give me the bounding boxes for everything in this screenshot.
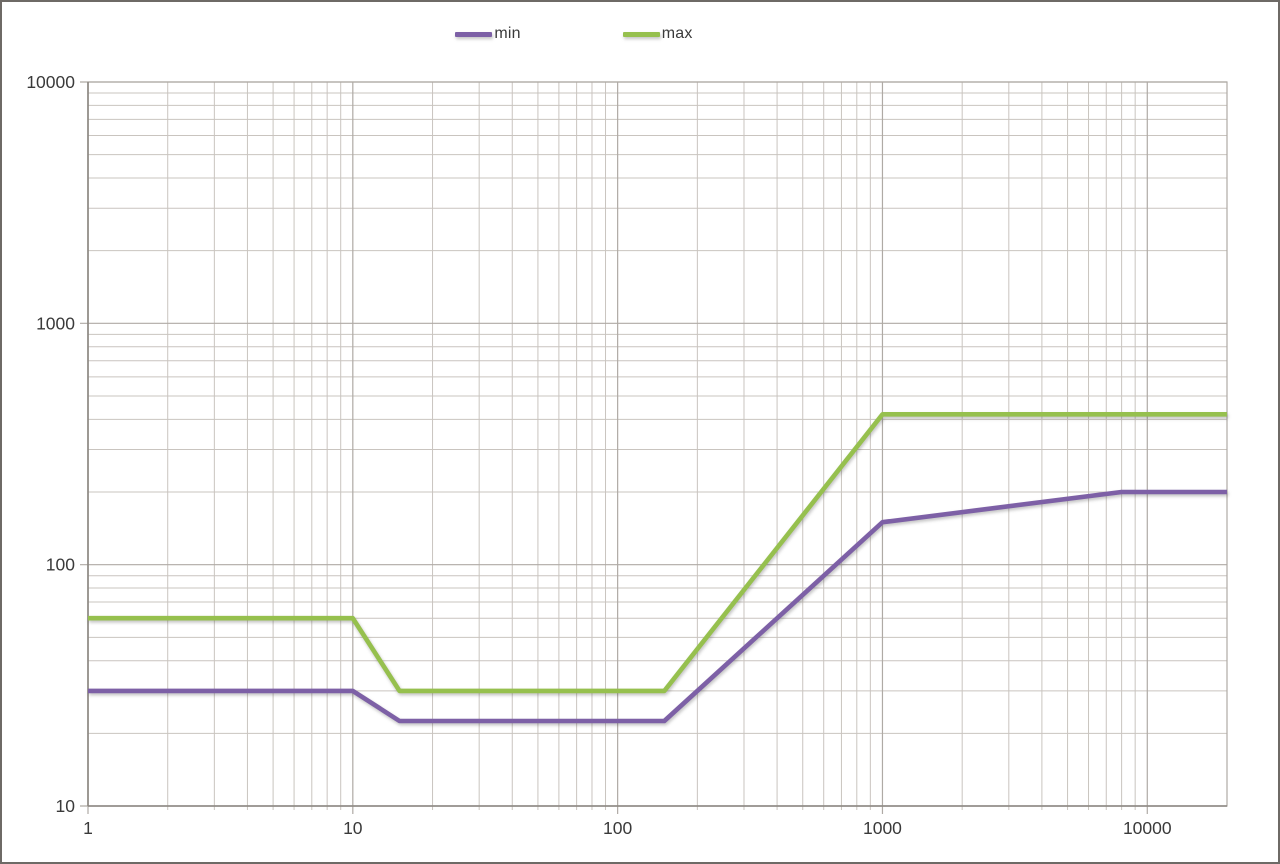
x-axis-tick-label: 1000 bbox=[863, 818, 902, 838]
legend-label-min: min bbox=[494, 25, 521, 42]
legend-item-max: max bbox=[622, 25, 693, 43]
y-axis-tick-label: 1000 bbox=[36, 313, 75, 333]
series-line-min bbox=[88, 489, 1227, 724]
x-axis-tick-label: 1 bbox=[83, 818, 93, 838]
legend-line-swatch-max bbox=[622, 31, 660, 37]
legend-label-max: max bbox=[661, 25, 693, 42]
series-line-max bbox=[88, 411, 1227, 694]
plot-border bbox=[87, 81, 1228, 807]
chart-legend: min max bbox=[2, 22, 1212, 46]
x-axis-tick-label: 100 bbox=[603, 818, 632, 838]
x-axis-tick-label: 10 bbox=[343, 818, 363, 838]
legend-item-min: min bbox=[455, 25, 521, 43]
legend-line-swatch-min bbox=[455, 31, 493, 37]
x-axis-tick-label: 10000 bbox=[1123, 818, 1172, 838]
y-axis-tick-label: 10000 bbox=[26, 72, 75, 92]
y-axis-tick-label: 10 bbox=[56, 796, 76, 816]
y-axis-tick-label: 100 bbox=[46, 555, 75, 575]
